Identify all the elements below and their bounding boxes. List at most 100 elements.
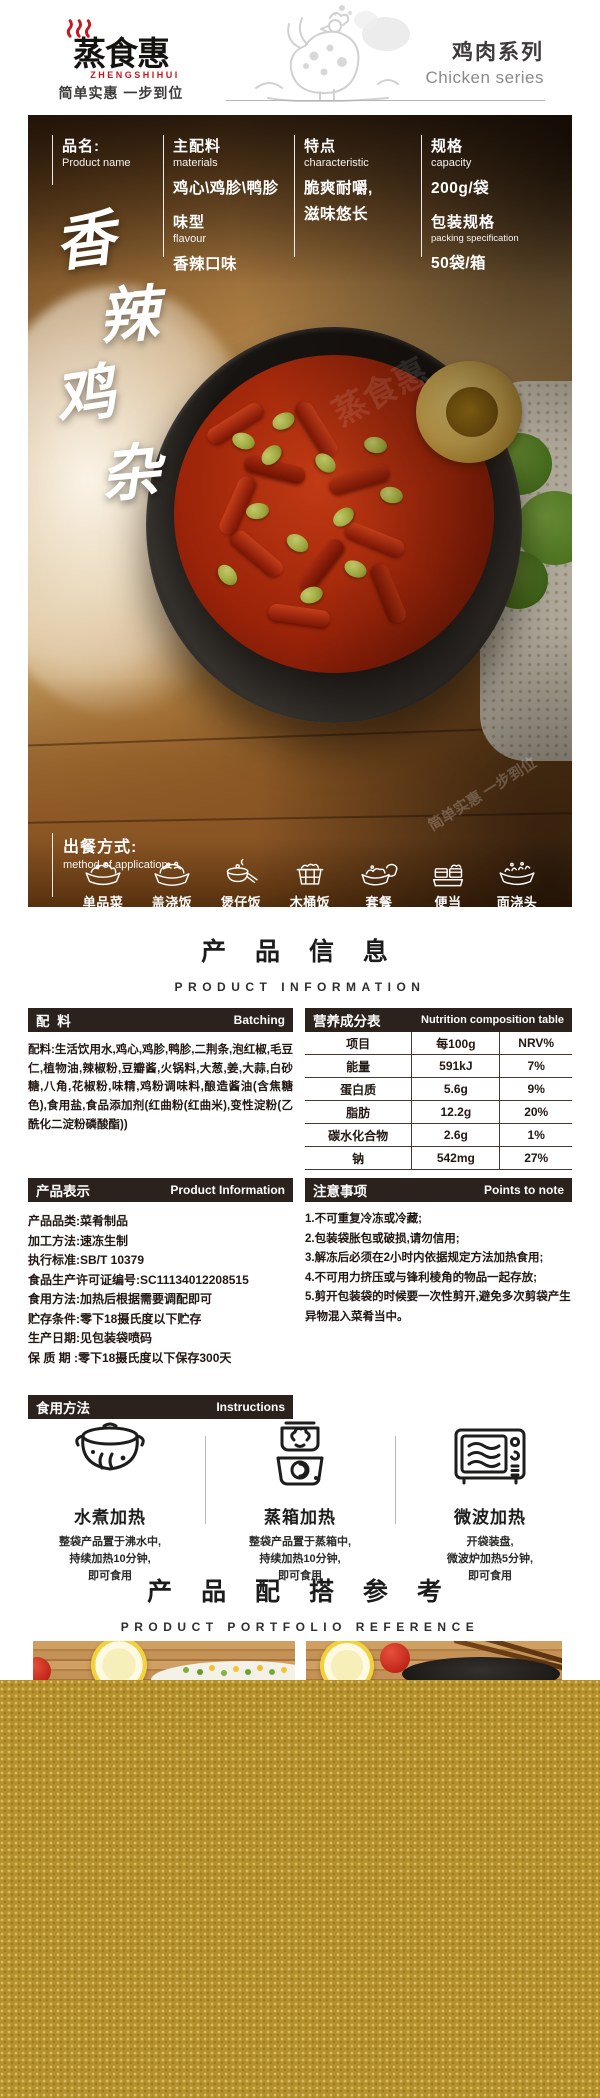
labels-header-bar: 产品表示 Product Information [28, 1178, 293, 1202]
spec-col-capacity: 规格 capacity 200g/袋 包装规格 packing specific… [421, 135, 519, 272]
labels-title-en: Product Information [170, 1183, 285, 1197]
batching-header-bar: 配 料 Batching [28, 1008, 293, 1032]
label-line: 食用方法:加热后根据需要调配即可 [28, 1292, 212, 1306]
nutrition-cell: 5.6g [411, 1077, 500, 1101]
nutrition-header-row: 项目 每100g NRV% [305, 1032, 572, 1055]
notes-lines: 1.不可重复冷冻或冷藏; 2.包装袋胀包或破损,请勿信用; 3.解冻后必须在2小… [305, 1210, 572, 1327]
nutrition-cell: 591kJ [411, 1054, 500, 1078]
steam-icon [66, 19, 92, 38]
brand-slogan: 简单实惠 一步到位 [58, 85, 184, 101]
instructions-title: 食用方法 [36, 1401, 90, 1416]
note-line: 3.解冻后必须在2小时内依据规定方法加热食用; [305, 1252, 544, 1264]
nutrition-cell: 20% [499, 1100, 572, 1124]
batching-title: 配 料 [36, 1014, 73, 1029]
note-line: 4.不可用力挤压或与锋利棱角的物品一起存放; [305, 1271, 537, 1284]
brand-name: 蒸食惠 [73, 35, 170, 72]
product-info-heading-en: PRODUCT INFORMATION [174, 980, 426, 994]
spec-col-materials: 主配料 materials 鸡心\鸡胗\鸭胗 味型 flavour 香辣口味 [163, 135, 279, 273]
notes-title: 注意事项 [313, 1184, 367, 1199]
lemon-slice [91, 1641, 147, 1681]
claypot-icon [226, 858, 258, 883]
nutrition-cell: 1% [499, 1123, 572, 1147]
method-name: 蒸箱加热 [264, 1508, 336, 1527]
label-line: 加工方法:速冻生制 [28, 1233, 128, 1248]
gold-placeholder-block [0, 1680, 600, 2098]
materials-title-en: materials [173, 157, 218, 169]
nutrition-row: 脂肪 12.2g 20% [305, 1100, 572, 1124]
method-divider [205, 1436, 206, 1524]
instructions-section: 食用方法 Instructions [28, 1395, 293, 1419]
characteristic-line2: 滋味悠长 [304, 206, 369, 223]
product-info-heading: 产 品 信 息 PRODUCT INFORMATION [0, 932, 600, 994]
nutrition-section: 营养成分表 Nutrition composition table 项目 每10… [305, 1008, 572, 1170]
spec-col-characteristic: 特点 characteristic 脆爽耐嚼, 滋味悠长 [294, 135, 373, 257]
rice-topping-bowl-icon [154, 861, 190, 886]
nutrition-cell: 碳水化合物 [305, 1123, 412, 1147]
dark-pan [402, 1657, 560, 1681]
characteristic-line1: 脆爽耐嚼, [304, 180, 373, 197]
noodle-bowl-icon [499, 861, 535, 886]
packing-title: 包装规格 [431, 214, 496, 231]
nutrition-table: 项目 每100g NRV% 能量 591kJ 7% 蛋白质 5.6g 9% 脂肪… [305, 1032, 572, 1170]
nutrition-cell: 7% [499, 1054, 572, 1078]
nutrition-row: 蛋白质 5.6g 9% [305, 1077, 572, 1101]
serving-methods-title: 出餐方式: method of application [52, 833, 168, 897]
packing-value: 50袋/箱 [431, 255, 487, 272]
serving-item-wooden-bucket: 木桶饭 [279, 857, 341, 907]
bento-box-icon [432, 864, 464, 887]
series-title-cn: 鸡肉系列 [452, 41, 544, 64]
capacity-title: 规格 [431, 138, 464, 155]
lemon-slice [320, 1641, 374, 1681]
nutrition-cell: 能量 [305, 1054, 412, 1078]
instructions-title-en: Instructions [216, 1400, 285, 1414]
serving-item-claypot-rice: 煲仔饭 [210, 857, 272, 907]
nutrition-cell: 2.6g [411, 1123, 500, 1147]
serving-methods-row: 单品菜 盖浇饭 煲仔饭 木桶饭 [72, 857, 548, 907]
brand-pinyin: ZHENGSHIHUI [90, 70, 180, 80]
product-name-char: 杂 [97, 436, 164, 512]
capacity-value: 200g/袋 [431, 180, 490, 197]
method-steam: 蒸箱加热 整袋产品置于蒸箱中, 持续加热10分钟, 即可食用 [205, 1418, 395, 1585]
hero-product-photo: 蒸食惠 简单实惠 一步到位 品名: Product name 主配料 mater… [28, 115, 572, 907]
label-line: 生产日期:见包装袋喷码 [28, 1331, 152, 1345]
materials-value: 鸡心\鸡胗\鸭胗 [173, 180, 279, 197]
nutrition-col-header: 每100g [411, 1032, 500, 1055]
series-title: 鸡肉系列 Chicken series [426, 36, 545, 88]
brand-logo: 蒸食惠 ZHENGSHIHUI 简单实惠 一步到位 [52, 14, 190, 103]
note-line: 5.剪开包装袋的时候要一次性剪开,避免多次剪袋产生异物混入菜肴当中。 [305, 1291, 571, 1323]
nutrition-header-bar: 营养成分表 Nutrition composition table [305, 1008, 572, 1032]
nutrition-cell: 钠 [305, 1146, 412, 1170]
portfolio-heading: 产 品 配 搭 参 考 PRODUCT PORTFOLIO REFERENCE [0, 1572, 600, 1634]
set-meal-icon [361, 863, 398, 886]
chicken-illustration-icon [255, 5, 410, 102]
materials-title: 主配料 [173, 138, 222, 155]
label-line: 贮存条件:零下18摄氏度以下贮存 [28, 1311, 202, 1326]
nutrition-cell: 脂肪 [305, 1100, 412, 1124]
label-line: 产品品类:菜肴制品 [28, 1214, 128, 1228]
portfolio-heading-cn: 产 品 配 搭 参 考 [147, 1578, 453, 1606]
flavour-value: 香辣口味 [173, 256, 238, 273]
method-microwave: 微波加热 开袋装盘, 微波炉加热5分钟, 即可食用 [395, 1418, 585, 1585]
portfolio-photo-right [306, 1641, 562, 1681]
label-line: 食品生产许可证编号:SC11134012208515 [28, 1272, 249, 1287]
capacity-title-en: capacity [431, 157, 472, 169]
wooden-bucket-icon [296, 863, 324, 885]
nutrition-cell: 12.2g [411, 1100, 500, 1124]
method-name: 微波加热 [454, 1508, 526, 1527]
product-name-label-en: Product name [62, 157, 131, 169]
product-labels-section: 产品表示 Product Information 产品品类:菜肴制品 加工方法:… [28, 1178, 293, 1368]
characteristic-title-en: characteristic [304, 157, 369, 169]
tomato [33, 1657, 51, 1681]
heating-methods: 水煮加热 整袋产品置于沸水中, 持续加热10分钟, 即可食用 蒸箱加热 整袋产品… [15, 1418, 585, 1585]
ingredients-text: 配料:生活饮用水,鸡心,鸡胗,鸭胗,二荆条,泡红椒,毛豆仁,植物油,辣椒粉,豆瓣… [28, 1044, 293, 1131]
single-dish-icon [85, 862, 121, 886]
serving-title-cn: 出餐方式: [63, 839, 138, 856]
characteristic-title: 特点 [304, 138, 337, 155]
serving-item-noodle-topping: 面浇头 [486, 857, 548, 907]
method-name: 水煮加热 [74, 1508, 146, 1527]
instructions-header-bar: 食用方法 Instructions [28, 1395, 293, 1419]
labels-title: 产品表示 [36, 1184, 90, 1199]
nutrition-cell: 9% [499, 1077, 572, 1101]
mixed-veggies [183, 1667, 189, 1673]
